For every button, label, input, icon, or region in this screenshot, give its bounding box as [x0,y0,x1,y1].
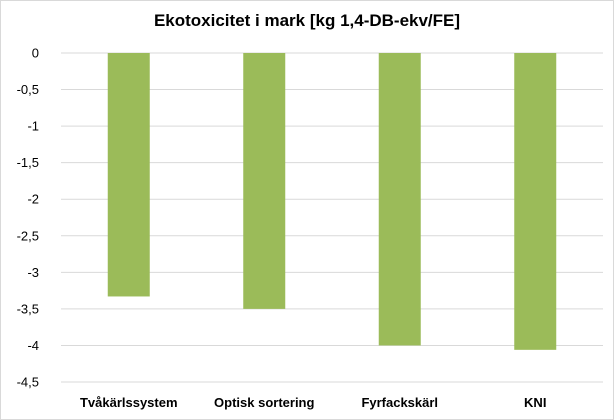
bar [243,53,286,309]
bars [107,53,557,350]
y-axis-ticks: 0 -0,5 -1 -1,5 -2 -2,5 -3 -3,5 -4 -4,5 [17,46,39,390]
y-tick-label: -3 [27,265,39,280]
y-tick-label: -2 [27,192,39,207]
category-label: Fyrfackskärl [361,395,438,410]
y-tick-label: -4 [27,338,39,353]
y-tick-label: 0 [32,46,39,61]
y-tick-label: -0,5 [17,82,39,97]
y-tick-label: -1,5 [17,155,39,170]
x-axis-categories: Tvåkärlssystem Optisk sortering Fyrfackskä… [80,395,546,410]
y-tick-label: -1 [27,119,39,134]
category-label: Optisk sortering [214,395,314,410]
bar [107,53,150,297]
y-tick-label: -4,5 [17,375,39,390]
y-tick-label: -3,5 [17,301,39,316]
bar [514,53,557,350]
chart-title: Ekotoxicitet i mark [kg 1,4-DB-ekv/FE] [153,11,461,30]
bar [378,53,421,346]
category-label: KNI [524,395,546,410]
category-label: Tvåkärlssystem [80,395,178,410]
gridlines [61,52,603,383]
y-tick-label: -2,5 [17,228,39,243]
